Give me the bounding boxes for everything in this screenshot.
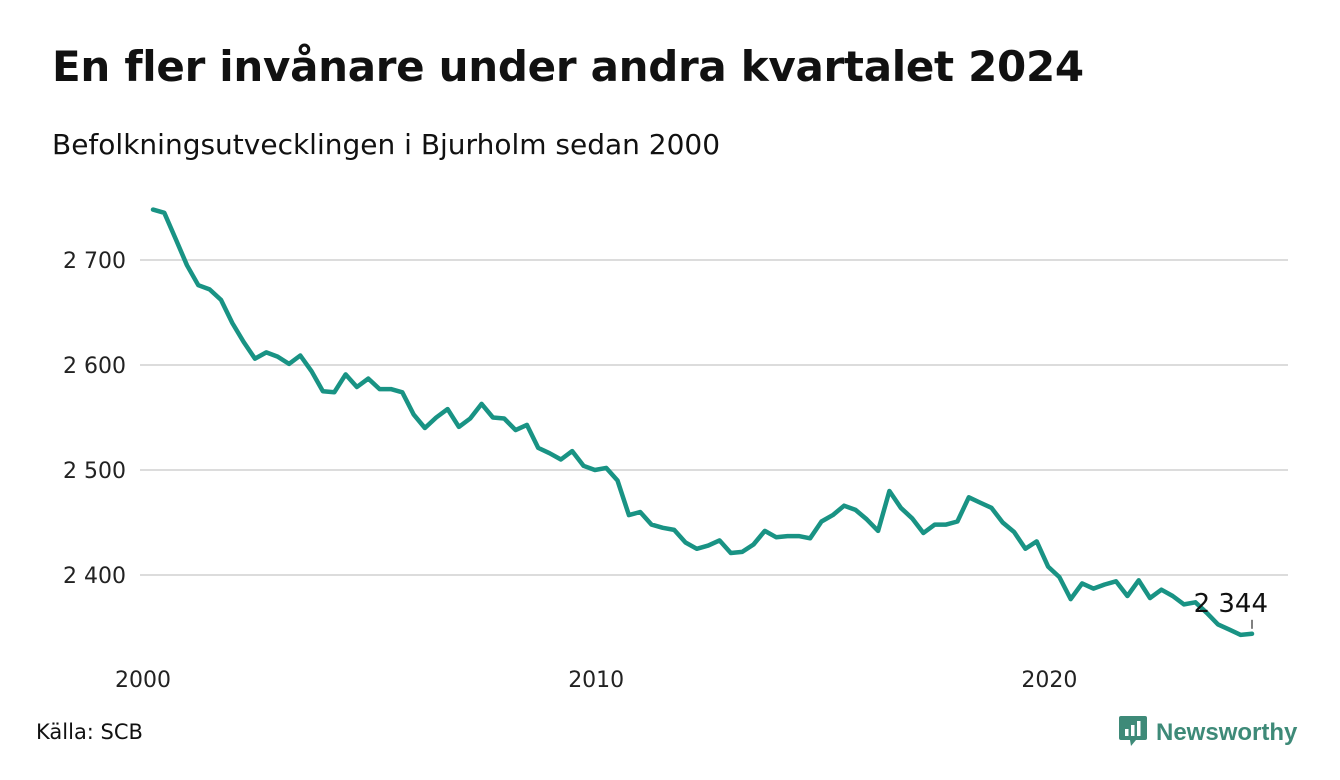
- series-layer: [150, 207, 1255, 638]
- source-note: Källa: SCB: [36, 720, 143, 744]
- chart-title: En fler invånare under andra kvartalet 2…: [52, 42, 1084, 91]
- population-series-line: [150, 207, 1255, 638]
- axis-labels: 2 400 2 500 2 600 2 700 2000 2010 2020: [63, 249, 1077, 693]
- brand-logo: Newsworthy: [1118, 714, 1297, 752]
- chart-subtitle: Befolkningsutvecklingen i Bjurholm sedan…: [52, 128, 721, 161]
- x-tick-label: 2010: [568, 668, 624, 693]
- y-tick-label: 2 400: [63, 564, 126, 589]
- y-tick-label: 2 500: [63, 459, 126, 484]
- y-tick-label: 2 600: [63, 354, 126, 379]
- x-tick-label: 2020: [1021, 668, 1077, 693]
- newsworthy-logo-icon: [1118, 714, 1148, 752]
- y-tick-label: 2 700: [63, 249, 126, 274]
- gridlines: [140, 259, 1288, 576]
- x-tick-label: 2000: [115, 668, 171, 693]
- brand-name: Newsworthy: [1156, 719, 1298, 746]
- end-value-label: 2 344: [1194, 589, 1268, 619]
- annotation-layer: 2 344: [1194, 589, 1268, 629]
